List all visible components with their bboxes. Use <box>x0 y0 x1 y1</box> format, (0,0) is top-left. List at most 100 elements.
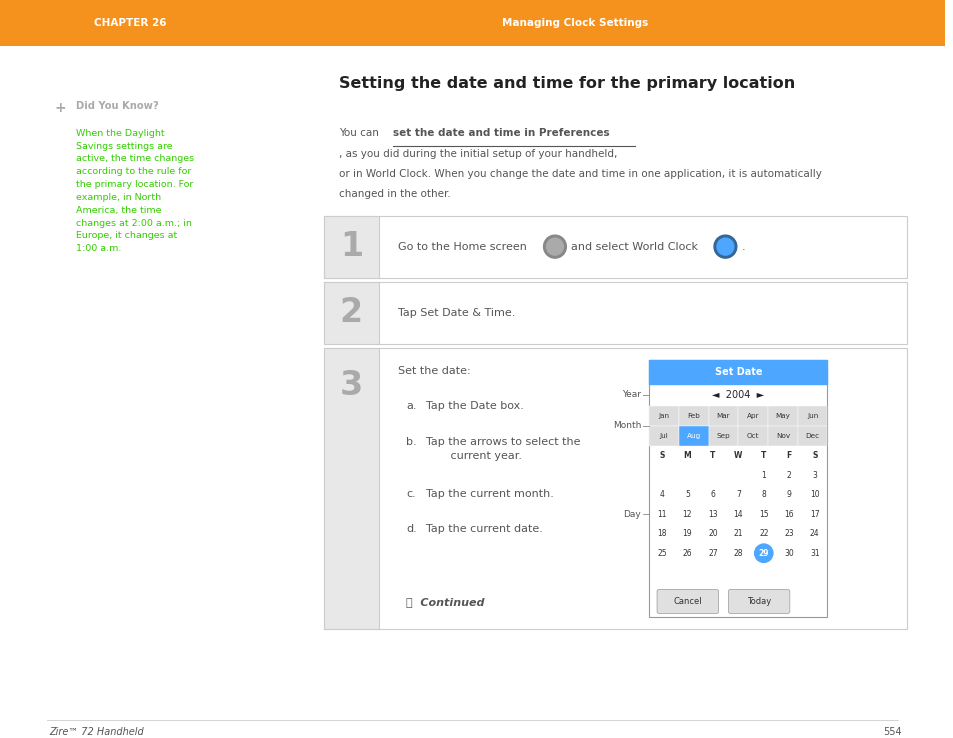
Bar <box>648 406 679 426</box>
Text: d.: d. <box>406 525 416 534</box>
Text: 5: 5 <box>684 490 689 499</box>
Text: 10: 10 <box>809 490 819 499</box>
Text: 8: 8 <box>760 490 765 499</box>
Text: Tap the arrows to select the
       current year.: Tap the arrows to select the current yea… <box>426 437 580 461</box>
Bar <box>708 426 738 446</box>
Text: 15: 15 <box>759 510 768 519</box>
Text: W: W <box>734 451 741 460</box>
Text: When the Daylight
Savings settings are
active, the time changes
according to the: When the Daylight Savings settings are a… <box>76 128 194 253</box>
Circle shape <box>543 235 566 258</box>
Bar <box>767 426 797 446</box>
Text: 26: 26 <box>681 549 692 558</box>
Text: You can: You can <box>338 128 381 138</box>
Text: Go to the Home screen: Go to the Home screen <box>398 241 527 252</box>
Bar <box>648 359 826 618</box>
Text: 12: 12 <box>682 510 691 519</box>
Text: Setting the date and time for the primary location: Setting the date and time for the primar… <box>338 76 795 91</box>
Text: and select World Clock: and select World Clock <box>570 241 697 252</box>
Text: a.: a. <box>406 401 416 410</box>
Text: Tap the Date box.: Tap the Date box. <box>426 401 523 410</box>
Text: T: T <box>709 451 715 460</box>
Bar <box>324 215 378 277</box>
Text: b.: b. <box>406 437 416 446</box>
Bar <box>324 348 905 630</box>
Text: 11: 11 <box>657 510 666 519</box>
Text: 3: 3 <box>339 369 362 402</box>
Text: 20: 20 <box>707 529 717 538</box>
Text: 25: 25 <box>657 549 666 558</box>
Bar <box>797 426 826 446</box>
Text: Feb: Feb <box>686 413 700 418</box>
Text: Set the date:: Set the date: <box>398 365 471 376</box>
Text: , as you did during the initial setup of your handheld,: , as you did during the initial setup of… <box>338 148 617 159</box>
Text: 1: 1 <box>339 230 362 263</box>
Bar <box>738 406 767 426</box>
Text: Set Date: Set Date <box>714 367 761 376</box>
Text: Tap the current date.: Tap the current date. <box>426 525 542 534</box>
Text: Managing Clock Settings: Managing Clock Settings <box>502 18 648 28</box>
Text: 28: 28 <box>733 549 742 558</box>
Text: 6: 6 <box>710 490 715 499</box>
Text: 3: 3 <box>811 471 817 480</box>
Circle shape <box>546 238 563 255</box>
Text: Month: Month <box>612 421 640 430</box>
Bar <box>324 215 905 277</box>
Text: Day: Day <box>622 510 640 519</box>
Text: 31: 31 <box>809 549 819 558</box>
Text: T: T <box>760 451 765 460</box>
Bar <box>679 406 708 426</box>
Text: 14: 14 <box>733 510 742 519</box>
FancyBboxPatch shape <box>728 590 789 613</box>
Text: Apr: Apr <box>746 413 759 418</box>
Circle shape <box>754 544 772 562</box>
Text: Nov: Nov <box>775 432 789 438</box>
Text: S: S <box>659 451 664 460</box>
Text: 24: 24 <box>809 529 819 538</box>
Text: 19: 19 <box>681 529 692 538</box>
Text: Jun: Jun <box>806 413 818 418</box>
Text: ⤵  Continued: ⤵ Continued <box>406 598 484 607</box>
Bar <box>648 426 679 446</box>
Text: S: S <box>811 451 817 460</box>
Text: 2: 2 <box>339 296 362 329</box>
Text: 13: 13 <box>707 510 717 519</box>
Text: 30: 30 <box>783 549 793 558</box>
Text: .: . <box>740 241 744 252</box>
Text: set the date and time in Preferences: set the date and time in Preferences <box>393 128 609 138</box>
Text: CHAPTER 26: CHAPTER 26 <box>94 18 167 28</box>
FancyBboxPatch shape <box>657 590 718 613</box>
Text: 22: 22 <box>759 529 768 538</box>
Text: 21: 21 <box>733 529 742 538</box>
Text: Year: Year <box>621 390 640 399</box>
Text: 29: 29 <box>758 549 768 558</box>
Circle shape <box>717 238 733 255</box>
Text: Tap Set Date & Time.: Tap Set Date & Time. <box>398 308 516 317</box>
Text: Oct: Oct <box>746 432 759 438</box>
Circle shape <box>713 235 736 258</box>
Text: 16: 16 <box>783 510 793 519</box>
Text: 2: 2 <box>786 471 791 480</box>
Text: 554: 554 <box>882 727 901 737</box>
Text: 18: 18 <box>657 529 666 538</box>
Text: 7: 7 <box>735 490 740 499</box>
Text: changed in the other.: changed in the other. <box>338 189 450 199</box>
Text: Tap the current month.: Tap the current month. <box>426 489 554 498</box>
Text: 23: 23 <box>783 529 793 538</box>
Text: Mar: Mar <box>716 413 729 418</box>
Text: M: M <box>682 451 691 460</box>
Text: 27: 27 <box>707 549 717 558</box>
Text: Sep: Sep <box>716 432 730 438</box>
Text: F: F <box>786 451 791 460</box>
Text: Aug: Aug <box>686 432 700 438</box>
Bar <box>648 359 826 384</box>
Bar <box>324 282 378 344</box>
Text: 1: 1 <box>760 471 765 480</box>
Text: 4: 4 <box>659 490 663 499</box>
Text: Dec: Dec <box>804 432 819 438</box>
Text: or in World Clock. When you change the date and time in one application, it is a: or in World Clock. When you change the d… <box>338 169 821 179</box>
Bar <box>324 282 905 344</box>
Bar <box>708 406 738 426</box>
Bar <box>797 406 826 426</box>
Bar <box>0 0 944 46</box>
Text: c.: c. <box>406 489 416 498</box>
